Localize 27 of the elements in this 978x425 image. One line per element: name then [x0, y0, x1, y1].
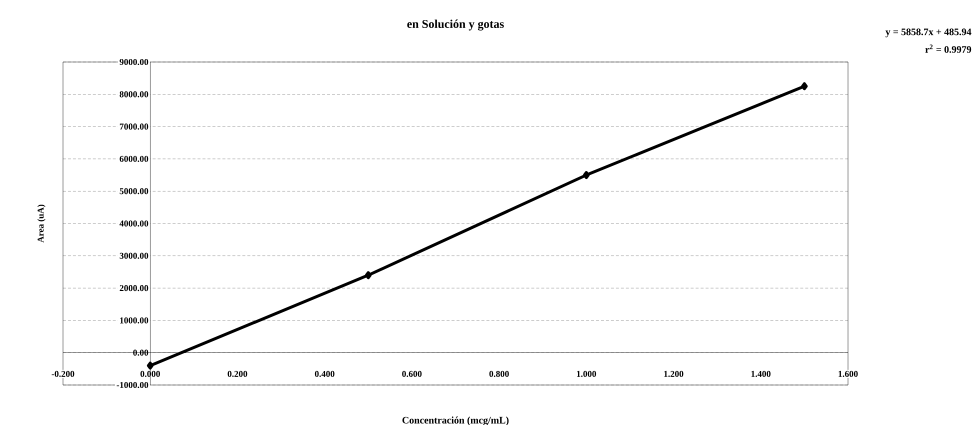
y-tick-label: 1000.00 — [120, 317, 148, 324]
point — [801, 82, 808, 90]
point — [364, 271, 372, 280]
x-tick-label: 1.200 — [664, 370, 684, 377]
x-tick-label: 0.800 — [489, 370, 509, 377]
y-tick-label: 8000.00 — [120, 91, 148, 98]
y-tick-label: 7000.00 — [120, 124, 148, 130]
y-tick-label: 6000.00 — [120, 156, 148, 162]
y-axis-title: Area (uA) — [37, 204, 46, 243]
text: y = 5858.7x + 485.94 — [886, 28, 972, 38]
y-tick-label: -1000.00 — [116, 382, 148, 388]
x-tick-label: 0.200 — [228, 370, 248, 377]
point — [582, 171, 590, 180]
y-tick-label: 5000.00 — [120, 188, 148, 194]
y-tick-label: 2000.00 — [120, 285, 148, 292]
x-tick-label: 1.600 — [838, 370, 858, 377]
point — [146, 362, 154, 370]
x-tick-label: 1.000 — [576, 370, 596, 377]
x-tick-label: 1.400 — [751, 370, 771, 377]
y-tick-label: 4000.00 — [120, 220, 148, 227]
y-tick-label: 9000.00 — [120, 58, 148, 66]
x-tick-label: -0.200 — [52, 370, 74, 377]
x-tick-label: 0.400 — [314, 370, 334, 377]
text: r$^{2}$ = 0.9979 — [925, 44, 972, 53]
x-tick-label: 0.600 — [402, 370, 422, 377]
y-tick-label: 3000.00 — [120, 252, 148, 259]
chart-title: en Solución y gotas — [407, 20, 504, 31]
